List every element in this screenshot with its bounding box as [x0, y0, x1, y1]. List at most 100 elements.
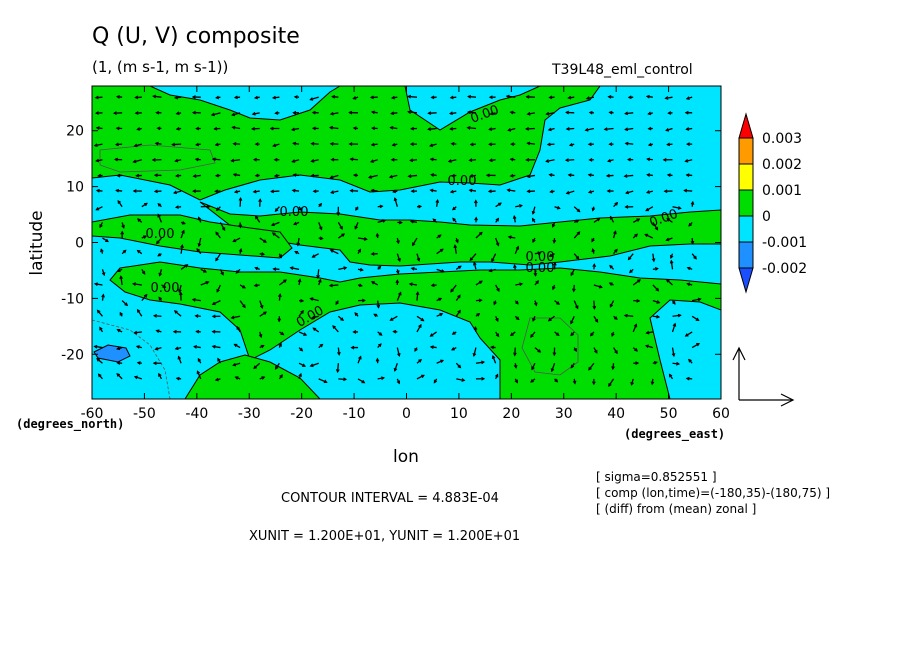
wind-vector-head — [271, 232, 276, 236]
wind-vector-head — [526, 189, 531, 194]
wind-vector — [428, 127, 437, 130]
wind-vector-head — [318, 202, 323, 207]
wind-vector — [337, 233, 345, 239]
wind-vector-head — [407, 94, 412, 99]
wind-vector — [121, 300, 128, 306]
wind-vector-head — [197, 357, 202, 362]
wind-vector-head — [116, 361, 121, 365]
wind-vector-head — [693, 255, 697, 260]
wind-vector — [534, 347, 541, 353]
wind-vector — [231, 112, 241, 116]
wind-vector-head — [430, 283, 435, 288]
wind-vector-head — [549, 189, 554, 194]
colorbar-bin — [738, 215, 754, 243]
wind-vector-head — [418, 359, 422, 363]
wind-vector-head — [135, 173, 140, 178]
wind-vector-head — [258, 334, 263, 339]
wind-vector-head — [607, 158, 612, 163]
wind-vector-head — [133, 143, 138, 148]
y-tick-label: -20 — [61, 347, 84, 363]
wind-vector-head — [155, 110, 160, 115]
wind-vector — [468, 95, 477, 98]
wind-vector-head — [375, 232, 380, 237]
wind-vector-head — [178, 291, 183, 296]
wind-vector-head — [481, 360, 486, 365]
wind-vector — [416, 315, 425, 322]
wind-vector — [180, 244, 183, 254]
wind-vector-head — [337, 351, 341, 356]
wind-vector-head — [572, 380, 577, 385]
wind-vector — [219, 222, 226, 231]
wind-vector-head — [173, 310, 178, 314]
wind-vector-head — [270, 189, 275, 194]
wind-vector-head — [672, 322, 677, 327]
wind-vector — [606, 174, 614, 177]
wind-vector — [95, 206, 103, 211]
region-positive — [92, 86, 601, 201]
wind-vector-head — [329, 249, 334, 253]
wind-vector-head — [429, 157, 434, 162]
wind-vector-head — [122, 249, 127, 254]
wind-vector — [368, 174, 378, 179]
wind-vector-head — [414, 348, 418, 352]
wind-vector-head — [214, 377, 219, 382]
wind-vector-head — [116, 173, 121, 178]
wind-vector-head — [309, 363, 314, 368]
wind-vector — [408, 95, 418, 98]
wind-vector-head — [487, 189, 492, 194]
wind-vector-head — [211, 329, 216, 334]
wind-vector — [665, 96, 673, 99]
wind-vector-head — [665, 237, 670, 242]
wind-vector — [515, 204, 523, 208]
colorbar-bin — [738, 189, 754, 217]
wind-vector-head — [309, 97, 314, 101]
wind-vector-head — [564, 158, 569, 162]
wind-vector-head — [211, 301, 216, 306]
wind-vector — [338, 378, 347, 381]
wind-vector-head — [348, 110, 353, 115]
wind-vector — [410, 159, 418, 162]
wind-vector-head — [441, 269, 446, 273]
wind-vector — [609, 216, 615, 223]
wind-vector-head — [293, 95, 298, 99]
wind-vector-head — [175, 111, 180, 116]
wind-vector-head — [158, 296, 163, 301]
wind-vector — [396, 347, 401, 357]
wind-vector-head — [157, 252, 162, 257]
wind-vector-head — [696, 343, 701, 347]
wind-vector-head — [162, 284, 167, 288]
wind-vector-head — [253, 283, 258, 288]
wind-vector-head — [230, 315, 235, 320]
wind-vector-head — [370, 142, 375, 147]
note-sigma: [ sigma=0.852551 ] — [596, 470, 717, 484]
wind-vector-head — [628, 269, 633, 274]
wind-vector-head — [358, 355, 362, 360]
wind-vector — [625, 142, 634, 145]
wind-vector — [252, 112, 260, 115]
wind-vector — [278, 294, 281, 301]
wind-vector-head — [388, 174, 393, 179]
wind-vector-head — [552, 352, 557, 357]
wind-vector — [436, 313, 443, 317]
wind-vector-head — [174, 205, 179, 209]
wind-vector-head — [211, 157, 216, 162]
y-tick-label: 20 — [66, 124, 84, 140]
wind-vector — [172, 143, 182, 146]
wind-vector-head — [609, 264, 613, 269]
wind-vector-head — [551, 223, 556, 228]
wind-vector-head — [235, 269, 240, 274]
wind-vector — [272, 232, 280, 239]
wind-vector-head — [341, 233, 346, 237]
wind-vector-head — [573, 348, 577, 352]
wind-vector-head — [323, 379, 328, 384]
wind-vector — [312, 327, 320, 333]
wind-vector-head — [142, 235, 147, 239]
wind-vector — [652, 315, 660, 318]
wind-vector-head — [300, 309, 304, 314]
wind-vector — [212, 158, 221, 161]
x-tick-label: 20 — [502, 406, 520, 422]
wind-vector-head — [96, 309, 101, 314]
wind-vector-head — [357, 248, 361, 253]
wind-vector-head — [369, 95, 374, 100]
wind-vector-head — [175, 173, 180, 178]
